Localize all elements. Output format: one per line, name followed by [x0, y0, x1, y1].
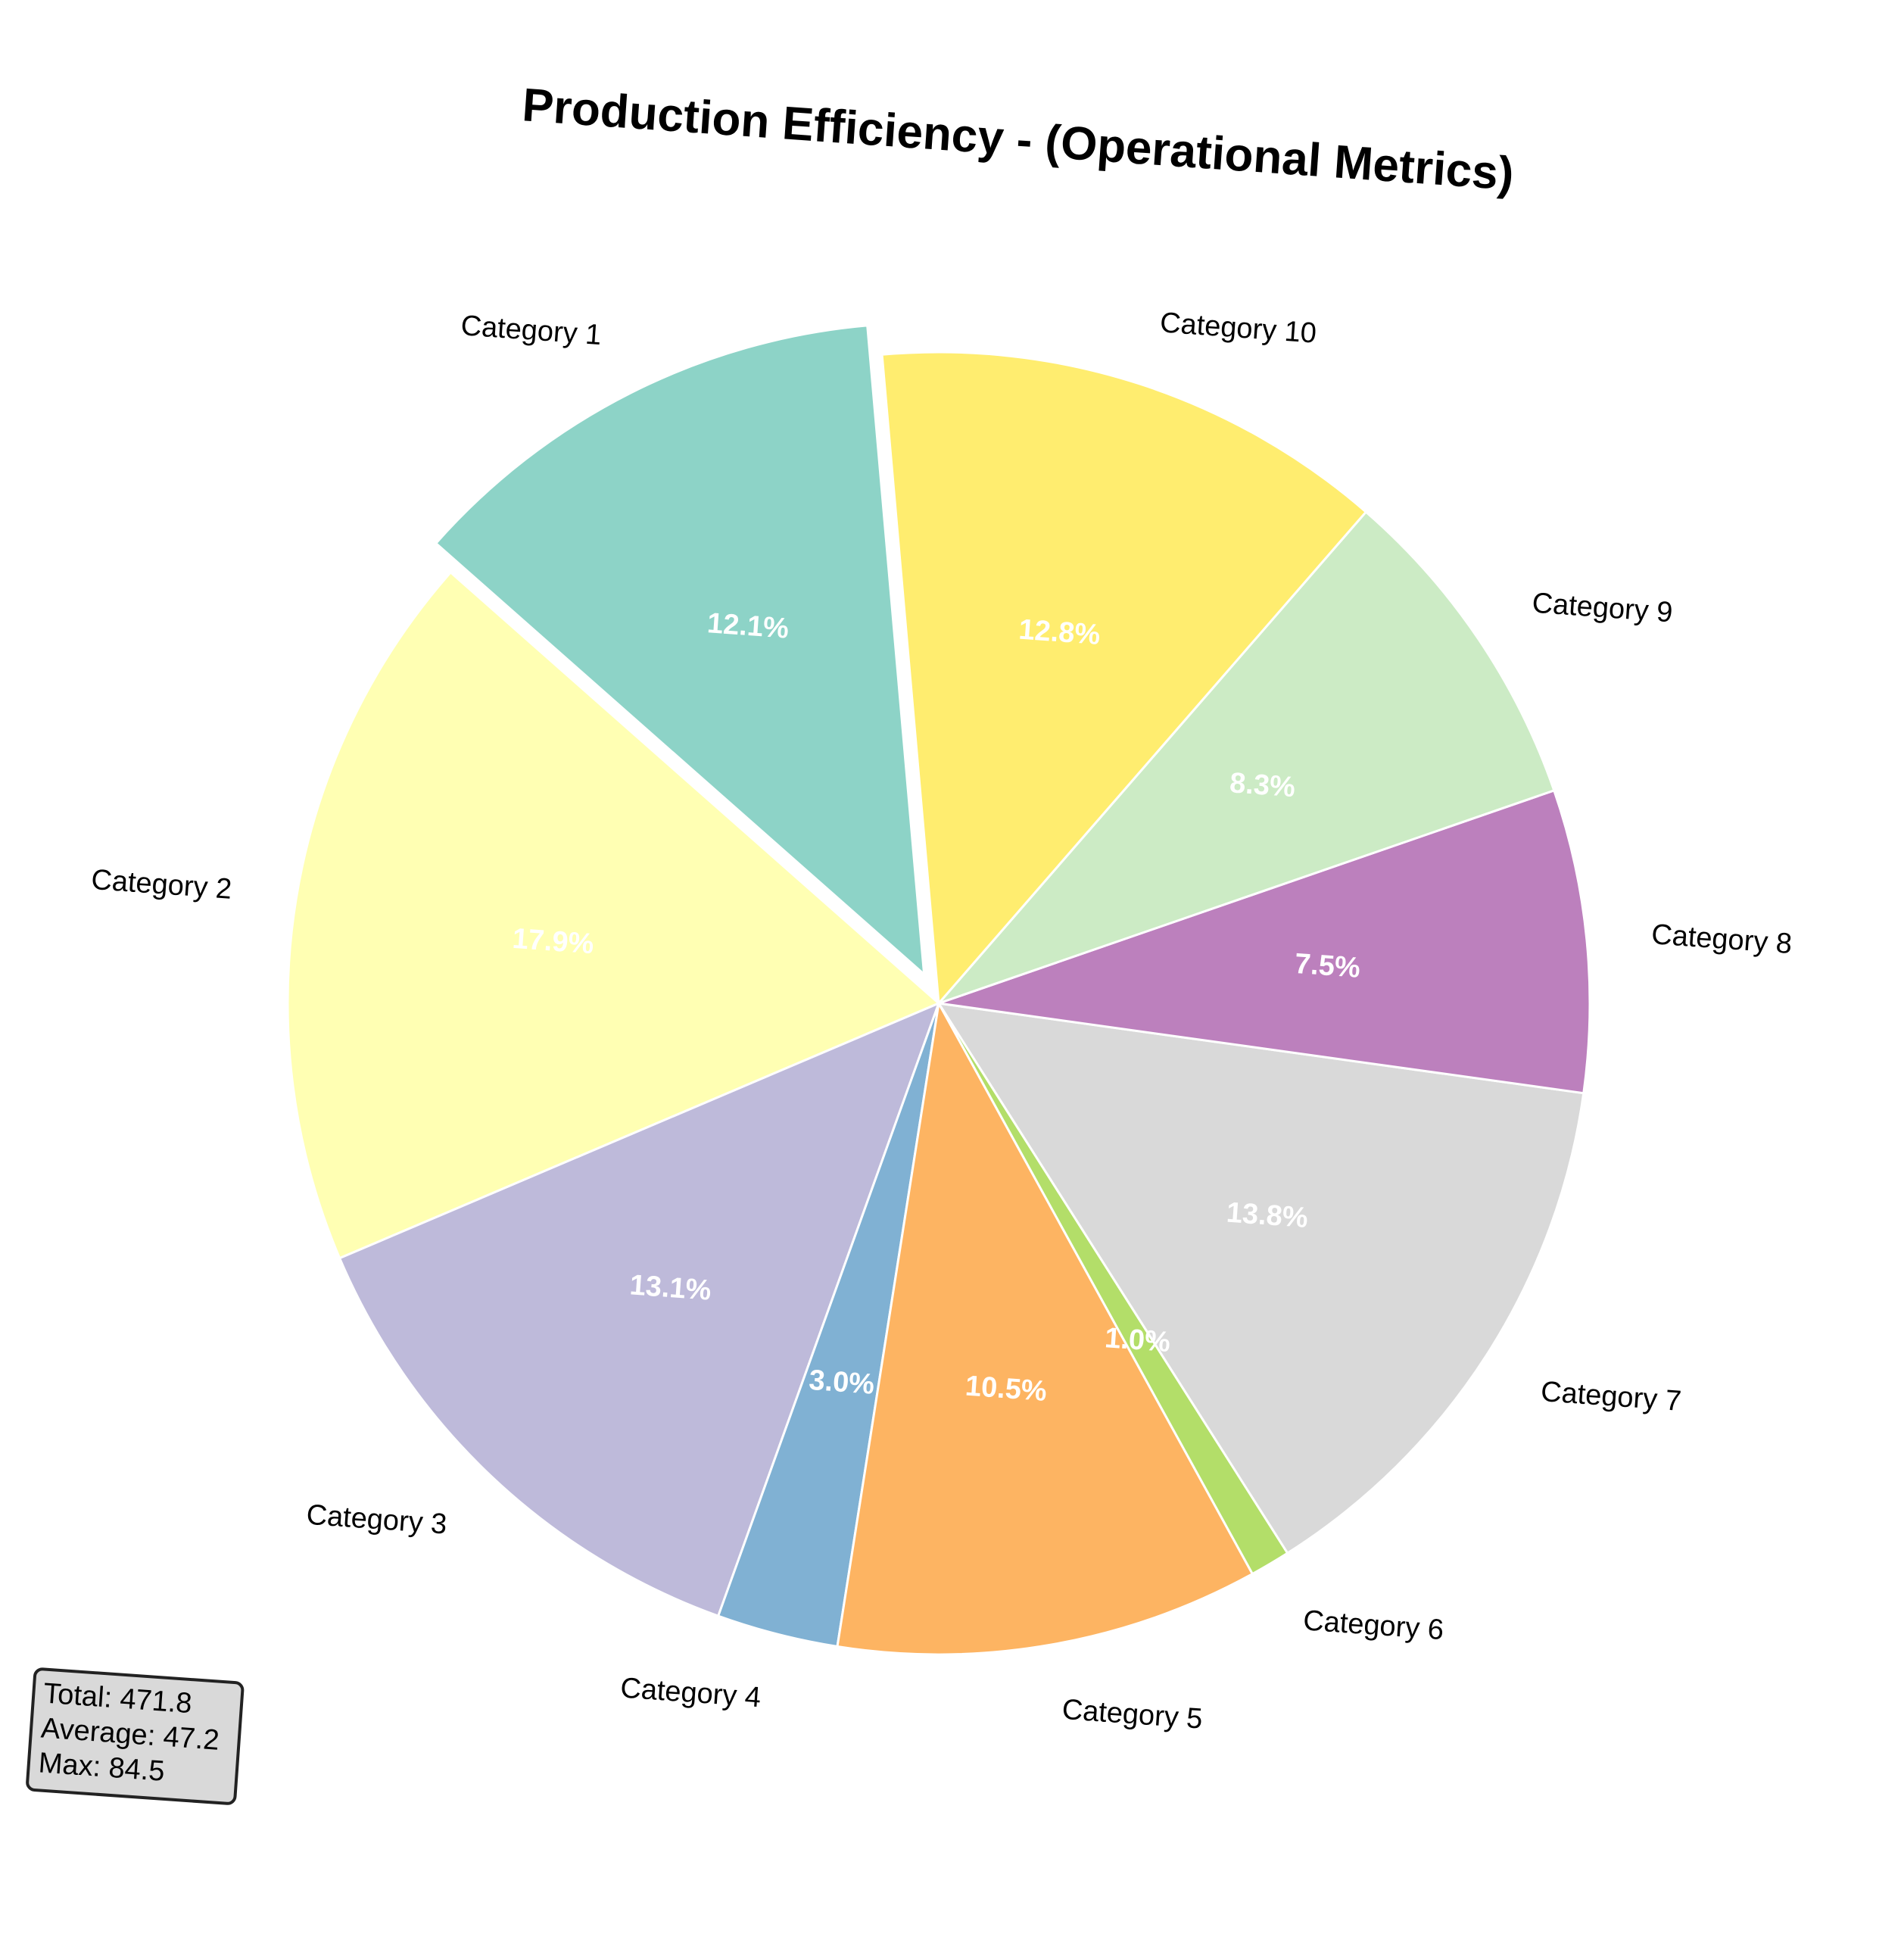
percent-label-6: 1.0% [1104, 1322, 1171, 1358]
percent-label-7: 13.8% [1226, 1197, 1309, 1234]
percent-label-10: 12.8% [1017, 614, 1101, 651]
percent-label-9: 8.3% [1229, 767, 1296, 803]
category-label-4: Category 4 [619, 1672, 762, 1714]
pie-slice-2 [286, 570, 941, 1260]
percent-label-3: 13.1% [628, 1269, 712, 1306]
category-label-8: Category 8 [1650, 918, 1793, 960]
category-label-3: Category 3 [305, 1499, 447, 1541]
pie-slice-3 [338, 1001, 941, 1618]
pie-slice-8 [938, 788, 1591, 1095]
category-label-9: Category 9 [1531, 588, 1673, 629]
category-label-5: Category 5 [1061, 1694, 1203, 1735]
percent-label-5: 10.5% [964, 1371, 1048, 1408]
pie-slices [286, 324, 1591, 1656]
stats-box-background [26, 1667, 245, 1805]
percent-label-4: 3.0% [808, 1364, 875, 1401]
category-label-6: Category 6 [1302, 1605, 1444, 1646]
percent-label-8: 7.5% [1294, 948, 1361, 984]
pie-slice-10 [880, 351, 1368, 1006]
category-label-10: Category 10 [1159, 307, 1317, 349]
pie-slice-1 [434, 324, 926, 978]
pie-slice-9 [935, 510, 1556, 1006]
category-label-1: Category 1 [460, 310, 602, 351]
percent-label-1: 12.1% [706, 607, 790, 644]
chart-title: Production Efficiency - (Operational Met… [521, 79, 1516, 200]
stats-box: Total: 471.8 Average: 47.2 Max: 84.5 [26, 1667, 245, 1805]
percent-label-2: 17.9% [511, 923, 594, 960]
pie-slice-5 [836, 1000, 1254, 1656]
pie-slice-7 [936, 1002, 1585, 1555]
category-label-7: Category 7 [1540, 1376, 1682, 1417]
category-label-2: Category 2 [90, 864, 232, 906]
